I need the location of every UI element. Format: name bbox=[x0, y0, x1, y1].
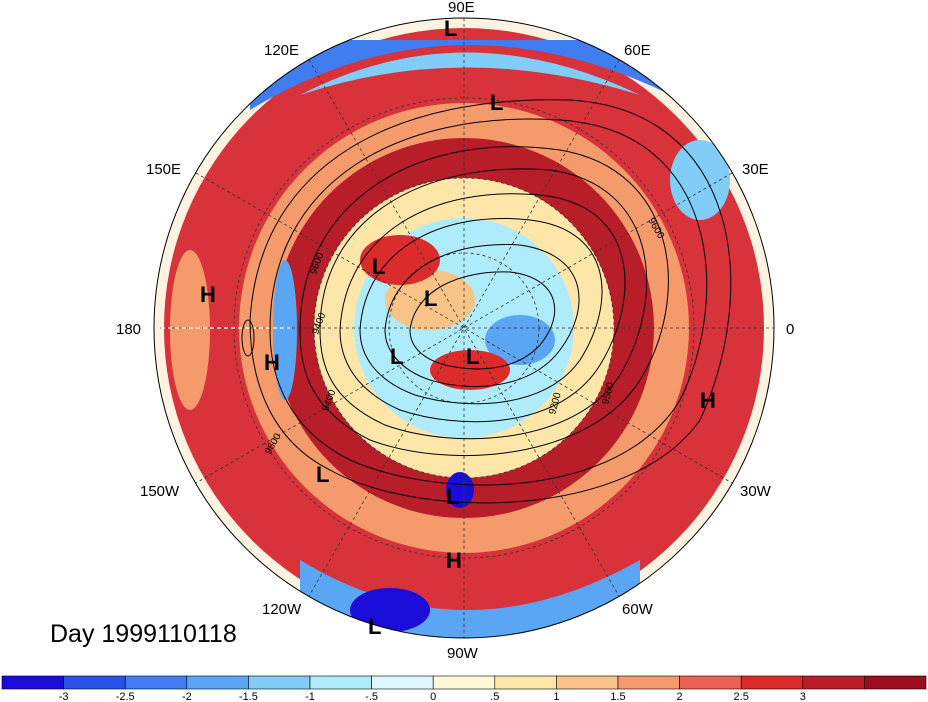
colorbar-box bbox=[63, 675, 126, 690]
high-center: H bbox=[700, 388, 716, 413]
colorbar-box bbox=[186, 675, 249, 690]
low-center: L bbox=[316, 462, 329, 487]
lon-label-150e: 150E bbox=[146, 161, 181, 178]
colorbar-box bbox=[802, 675, 865, 690]
colorbar-tick-label: -2.5 bbox=[116, 691, 135, 702]
colorbar-tick-label: 1 bbox=[553, 691, 559, 702]
colorbar-box bbox=[617, 675, 680, 690]
lon-label-180: 180 bbox=[116, 321, 141, 338]
colorbar-box bbox=[371, 675, 434, 690]
colorbar-tick-label: -.5 bbox=[365, 691, 378, 702]
low-center: L bbox=[372, 254, 385, 279]
lon-label-120w: 120W bbox=[262, 601, 302, 618]
low-center: L bbox=[490, 90, 503, 115]
graticule bbox=[154, 18, 774, 638]
colorbar-box bbox=[309, 675, 372, 690]
colorbar-box bbox=[124, 675, 188, 690]
colorbar-tick-label: -3 bbox=[59, 691, 69, 702]
low-center: L bbox=[444, 16, 457, 41]
colorbar-box bbox=[248, 675, 311, 690]
colorbar-box bbox=[556, 675, 619, 690]
low-center: L bbox=[446, 484, 459, 509]
colorbar-box bbox=[679, 675, 742, 690]
longitude-labels: 90E 60E 30E 0 30W 60W 90W 120W 150W 180 … bbox=[116, 0, 794, 662]
anomaly-field bbox=[154, 18, 774, 638]
lon-label-30e: 30E bbox=[742, 161, 769, 178]
map-border bbox=[153, 17, 775, 639]
low-center: L bbox=[368, 614, 381, 639]
colorbar-tick-label: 3 bbox=[800, 691, 806, 702]
date-label: Day 1999110118 bbox=[50, 620, 237, 648]
lon-label-90w: 90W bbox=[447, 645, 479, 662]
high-center: H bbox=[446, 548, 462, 573]
closed-contour bbox=[241, 319, 255, 357]
low-center: L bbox=[390, 344, 403, 369]
low-center: L bbox=[424, 286, 437, 311]
pressure-centers: L L L L L L L L L H H H H bbox=[200, 16, 716, 639]
colorbar-tick-label: 2 bbox=[677, 691, 683, 702]
high-center: H bbox=[200, 282, 216, 307]
lon-label-60w: 60W bbox=[622, 601, 654, 618]
colorbar-box bbox=[432, 675, 496, 690]
colorbar-box bbox=[494, 675, 557, 690]
colorbar-box bbox=[864, 675, 927, 690]
colorbar-box bbox=[1, 675, 64, 690]
colorbar-tick-label: -2 bbox=[182, 691, 192, 702]
high-center: H bbox=[264, 350, 280, 375]
colorbar-tick-label: -1.5 bbox=[239, 691, 258, 702]
colorbar: -3 -2.5 -2 -1.5 -1 -.5 0 .5 1 1.5 2 2.5 3 bbox=[1, 675, 927, 702]
polar-map: 9600 9600 9400 9400 9200 9500 9600 90E 6… bbox=[116, 0, 794, 662]
colorbar-box bbox=[740, 675, 804, 690]
colorbar-tick-label: .5 bbox=[490, 691, 499, 702]
colorbar-tick-label: 1.5 bbox=[610, 691, 625, 702]
lon-label-150w: 150W bbox=[140, 483, 180, 500]
height-contours bbox=[249, 99, 732, 504]
colorbar-tick-label: 0 bbox=[430, 691, 436, 702]
lon-label-30w: 30W bbox=[740, 483, 772, 500]
colorbar-tick-label: 2.5 bbox=[734, 691, 749, 702]
low-center: L bbox=[466, 344, 479, 369]
lon-label-90e: 90E bbox=[448, 0, 475, 16]
colorbar-tick-label: -1 bbox=[305, 691, 315, 702]
lon-label-120e: 120E bbox=[264, 42, 299, 59]
lon-label-0: 0 bbox=[786, 321, 794, 338]
lon-label-60e: 60E bbox=[624, 42, 651, 59]
